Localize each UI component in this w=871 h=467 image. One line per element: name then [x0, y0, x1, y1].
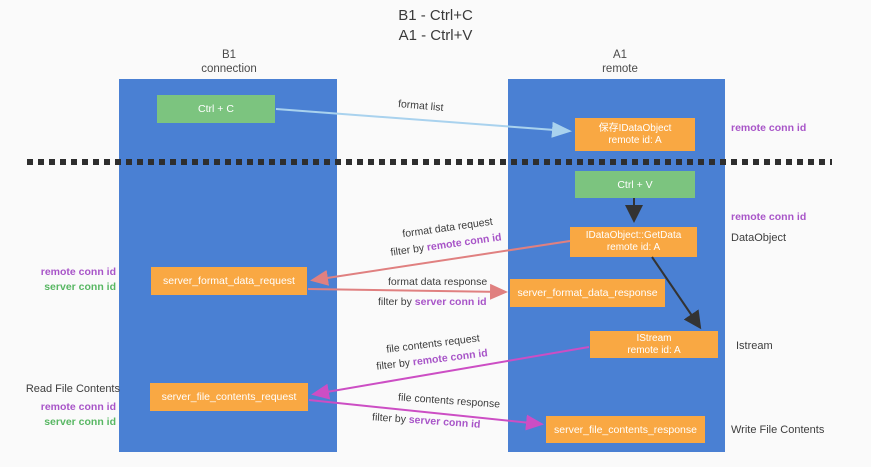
- node-idataobject-getdata: IDataObject::GetData remote id: A: [570, 227, 697, 257]
- node-ctrl-v: Ctrl + V: [575, 171, 695, 198]
- lane-header-a1: A1 remote: [550, 48, 690, 76]
- node-getdata-line1: IDataObject::GetData: [585, 230, 682, 241]
- label-write-file-contents: Write File Contents: [731, 424, 825, 436]
- filter-by-text: filter by: [378, 296, 415, 308]
- lane-header-b1: B1 connection: [159, 48, 299, 76]
- label-istream: Istream: [736, 340, 773, 352]
- label-server-conn-id-left-2: server conn id: [44, 416, 116, 428]
- node-istream-line1: IStream: [636, 332, 672, 344]
- filter-by-text: filter by: [371, 411, 410, 426]
- copy-paste-divider: [27, 159, 832, 165]
- server-conn-id-text: server conn id: [408, 413, 481, 431]
- filter-by-text: filter by: [389, 241, 428, 259]
- label-filter-server-1: filter by server conn id: [378, 296, 487, 308]
- label-read-file-contents: Read File Contents: [25, 383, 120, 395]
- label-remote-conn-id-right-mid: remote conn id: [731, 211, 807, 223]
- node-getdata-line2: remote id: A: [606, 242, 661, 253]
- label-dataobject: DataObject: [731, 232, 787, 244]
- node-save-idataobject: 保存IDataObject remote id: A: [575, 118, 695, 151]
- lane-b1-title: B1: [221, 49, 237, 61]
- label-file-contents-response: file contents response: [397, 391, 501, 411]
- title-line-1: B1 - Ctrl+C: [398, 7, 473, 24]
- node-server-file-contents-response: server_file_contents_response: [546, 416, 705, 443]
- server-conn-id-text: server conn id: [414, 296, 487, 308]
- title-line-2: A1 - Ctrl+V: [398, 27, 473, 44]
- label-filter-server-2: filter by server conn id: [372, 411, 481, 431]
- filter-by-text: filter by: [375, 356, 414, 373]
- node-file-request-label: server_file_contents_request: [161, 391, 297, 403]
- lane-a1-title: A1: [612, 49, 628, 61]
- label-remote-conn-id-left-2: remote conn id: [40, 401, 116, 413]
- node-server-format-data-request: server_format_data_request: [151, 267, 307, 295]
- node-ctrl-v-label: Ctrl + V: [617, 178, 653, 191]
- label-format-list: format list: [397, 98, 444, 114]
- node-save-idataobject-line2: remote id: A: [608, 134, 662, 146]
- diagram-title: B1 - Ctrl+C A1 - Ctrl+V: [0, 6, 871, 46]
- node-server-file-contents-request: server_file_contents_request: [150, 383, 308, 411]
- node-format-response-label: server_format_data_response: [517, 287, 658, 299]
- node-ctrl-c: Ctrl + C: [157, 95, 275, 123]
- arrow-format-data-response: [307, 283, 508, 300]
- node-ctrl-c-label: Ctrl + C: [198, 103, 234, 115]
- label-remote-conn-id-right-top: remote conn id: [731, 122, 807, 134]
- node-istream-line2: remote id: A: [627, 344, 681, 356]
- lane-a1-subtitle: remote: [602, 63, 638, 75]
- label-server-conn-id-left-1: server conn id: [44, 281, 116, 293]
- node-server-format-data-response: server_format_data_response: [510, 279, 665, 307]
- label-remote-conn-id-left-1: remote conn id: [40, 266, 116, 278]
- node-istream: IStream remote id: A: [590, 331, 718, 358]
- node-file-response-label: server_file_contents_response: [553, 423, 697, 436]
- lane-b1-subtitle: connection: [201, 63, 257, 75]
- node-save-idataobject-line1: 保存IDataObject: [598, 122, 672, 134]
- node-format-request-label: server_format_data_request: [163, 275, 295, 287]
- label-format-data-response: format data response: [388, 276, 488, 288]
